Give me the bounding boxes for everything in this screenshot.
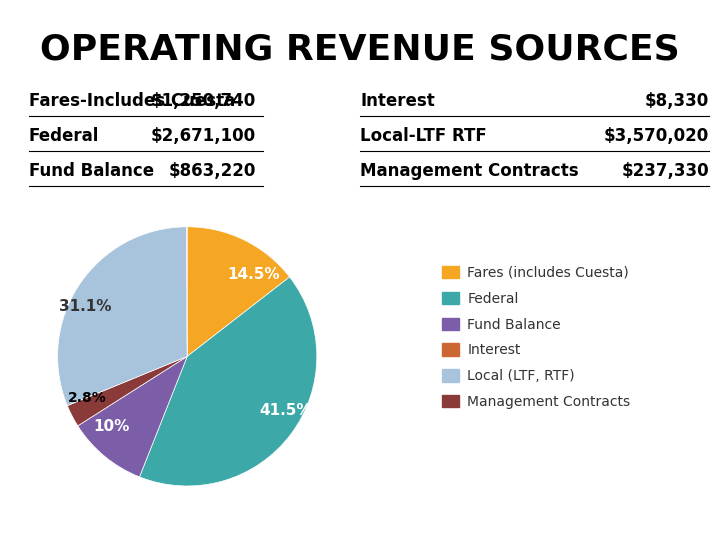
Wedge shape — [187, 227, 289, 356]
Text: 31.1%: 31.1% — [59, 299, 112, 314]
Text: OPERATING REVENUE SOURCES: OPERATING REVENUE SOURCES — [40, 32, 680, 66]
Text: $863,220: $863,220 — [168, 162, 256, 180]
Text: Fund Balance: Fund Balance — [29, 162, 154, 180]
Text: $2,671,100: $2,671,100 — [150, 127, 256, 145]
Wedge shape — [140, 277, 317, 486]
Text: 14.5%: 14.5% — [227, 267, 280, 282]
Wedge shape — [78, 356, 187, 477]
Text: $237,330: $237,330 — [621, 162, 709, 180]
Text: Federal: Federal — [29, 127, 99, 145]
Text: 2.8%: 2.8% — [68, 391, 107, 405]
Text: 41.5%: 41.5% — [260, 403, 312, 418]
Text: $8,330: $8,330 — [645, 92, 709, 110]
Text: 10%: 10% — [93, 419, 130, 434]
Text: $3,570,020: $3,570,020 — [604, 127, 709, 145]
Text: Interest: Interest — [360, 92, 435, 110]
Wedge shape — [58, 227, 187, 406]
Wedge shape — [186, 227, 187, 356]
Text: $1,250,740: $1,250,740 — [150, 92, 256, 110]
Text: Management Contracts: Management Contracts — [360, 162, 579, 180]
Text: Fares-Includes Cuesta: Fares-Includes Cuesta — [29, 92, 235, 110]
Legend: Fares (includes Cuesta), Federal, Fund Balance, Interest, Local (LTF, RTF), Mana: Fares (includes Cuesta), Federal, Fund B… — [437, 260, 636, 415]
Text: Local-LTF RTF: Local-LTF RTF — [360, 127, 487, 145]
Wedge shape — [67, 356, 187, 426]
